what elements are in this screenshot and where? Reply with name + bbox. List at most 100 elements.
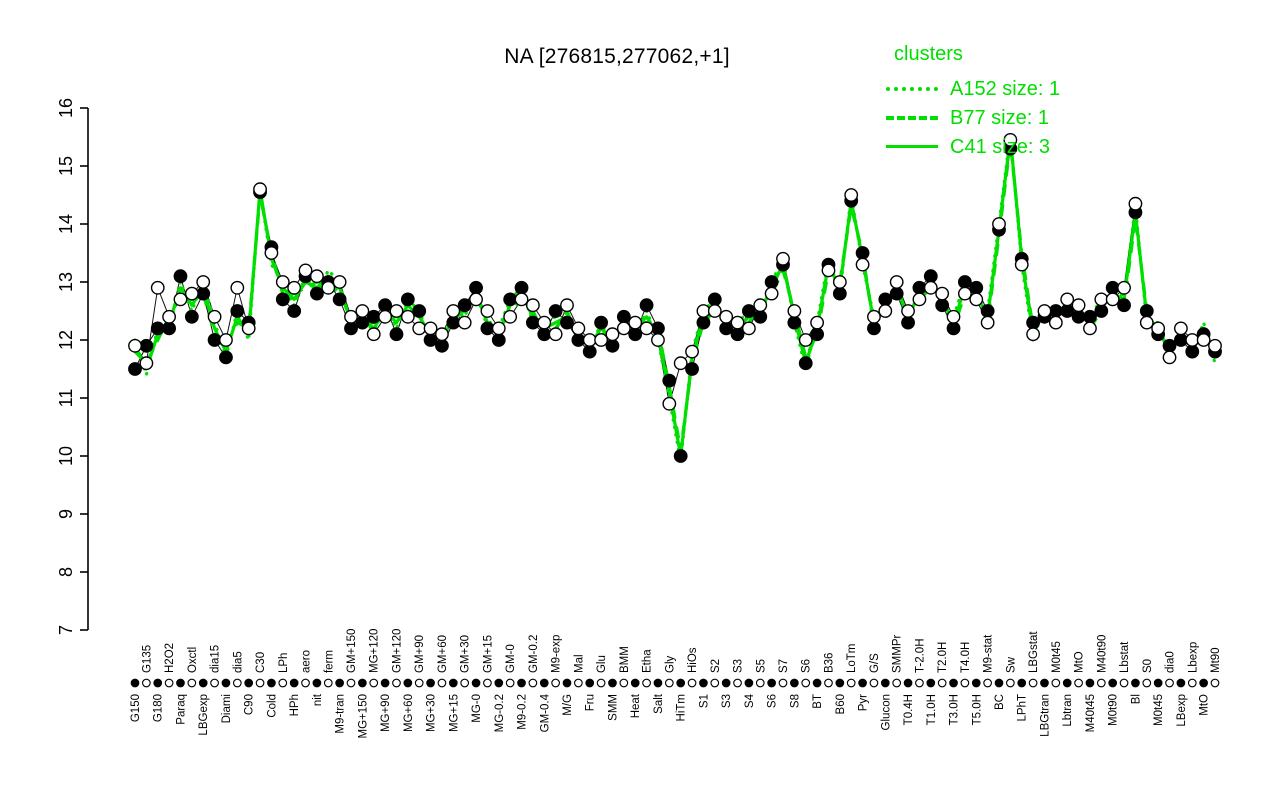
y-tick-label: 9 xyxy=(56,509,76,519)
data-point-filled xyxy=(628,327,643,342)
condition-marker xyxy=(1006,678,1015,688)
x-axis-label: HPh xyxy=(289,694,301,716)
condition-marker xyxy=(312,678,322,688)
data-point-filled xyxy=(150,321,165,336)
data-point-filled xyxy=(730,327,745,342)
data-point-filled xyxy=(867,321,881,336)
data-point-filled xyxy=(855,246,870,260)
x-axis-label: Diami xyxy=(221,694,233,723)
legend-item-b77: B77 size: 1 xyxy=(886,103,1060,132)
data-point-filled xyxy=(355,315,370,330)
condition-marker xyxy=(585,678,595,688)
data-point-open xyxy=(366,327,381,342)
y-tick-label: 11 xyxy=(56,389,76,408)
x-axis-label: T4.0H xyxy=(960,642,972,673)
data-point-filled xyxy=(491,333,506,347)
x-axis-label: LBGtran xyxy=(1039,694,1051,737)
data-point-open xyxy=(548,327,563,342)
data-point-open xyxy=(389,304,404,318)
x-axis-label: S4 xyxy=(744,693,756,708)
data-point-open xyxy=(480,304,495,318)
legend-item-c41: C41 size: 3 xyxy=(886,132,1060,161)
condition-marker xyxy=(1017,678,1027,688)
data-point-open xyxy=(412,321,427,336)
x-axis-label: dia0 xyxy=(1165,651,1177,673)
x-axis-label: MG+15 xyxy=(448,694,460,732)
x-axis-label: MG+150 xyxy=(357,694,369,738)
data-point-filled xyxy=(719,321,734,336)
condition-marker xyxy=(289,678,299,688)
condition-marker xyxy=(801,678,811,688)
condition-marker xyxy=(562,678,572,688)
data-point-open xyxy=(514,292,529,307)
x-axis-label: Lbstat xyxy=(1119,641,1131,673)
data-point-filled xyxy=(889,286,904,301)
y-tick-label: 12 xyxy=(56,330,76,350)
data-point-open xyxy=(219,333,233,347)
x-axis-label: T-2.0H xyxy=(914,638,926,673)
condition-marker xyxy=(1085,678,1095,688)
condition-marker xyxy=(494,678,504,688)
data-point-open xyxy=(287,280,302,295)
data-point-filled xyxy=(764,275,779,289)
data-point-filled xyxy=(707,292,722,307)
x-axis-label: Sw xyxy=(1005,656,1017,673)
data-point-open xyxy=(560,298,574,313)
data-point-open xyxy=(344,309,358,324)
data-point-open xyxy=(196,275,211,289)
x-axis-label: Glu xyxy=(596,655,608,673)
legend-label-c41: C41 size: 3 xyxy=(950,135,1051,158)
data-point-open xyxy=(605,327,620,342)
x-axis-label: dia15 xyxy=(210,645,222,673)
condition-marker xyxy=(960,678,970,688)
x-axis-label: BMM xyxy=(619,646,631,673)
data-point-open xyxy=(1003,132,1018,147)
condition-marker xyxy=(574,678,583,688)
data-point-open xyxy=(423,321,438,336)
y-tick-label: 15 xyxy=(56,156,76,176)
data-point-filled xyxy=(514,280,529,295)
x-axis-label: GM+15 xyxy=(482,635,494,673)
y-axis: 7 8 9 10 11 12 13 14 15 16 xyxy=(56,98,89,635)
data-point-open xyxy=(1139,315,1154,330)
condition-marker xyxy=(767,678,776,688)
condition-marker xyxy=(278,678,288,688)
data-point-filled xyxy=(412,304,427,318)
condition-marker xyxy=(244,678,254,688)
data-point-open xyxy=(275,275,290,289)
data-point-open xyxy=(980,315,995,330)
condition-marker xyxy=(642,678,651,688)
condition-marker xyxy=(858,678,867,688)
condition-marker xyxy=(710,678,720,688)
data-point-filled xyxy=(1048,304,1063,318)
x-axis-label: M0t90 xyxy=(1108,694,1120,726)
y-tick-label: 10 xyxy=(56,446,76,466)
condition-marker xyxy=(653,678,663,688)
data-point-open xyxy=(889,275,904,289)
condition-marker xyxy=(1176,678,1186,688)
data-point-filled xyxy=(980,304,995,318)
data-point-filled xyxy=(957,275,972,289)
data-point-filled xyxy=(423,333,438,347)
data-point-open xyxy=(264,246,279,260)
condition-marker xyxy=(210,678,219,688)
condition-marker xyxy=(596,678,606,688)
x-axis-label: Mt90 xyxy=(1210,647,1222,673)
x-axis-label: S2 xyxy=(710,659,722,673)
condition-marker xyxy=(267,678,276,688)
data-point-open xyxy=(355,304,370,318)
cluster-legend: clusters A152 size: 1 B77 size: 1 C41 si… xyxy=(886,44,1060,161)
condition-marker xyxy=(755,678,765,688)
data-point-open xyxy=(651,333,665,347)
condition-marker xyxy=(1028,678,1038,688)
x-axis-label: M0t45 xyxy=(1153,694,1165,726)
data-point-filled xyxy=(616,309,631,324)
data-point-open xyxy=(1105,292,1120,307)
condition-marker xyxy=(676,678,686,688)
data-point-filled xyxy=(1139,304,1154,318)
condition-marker xyxy=(1096,678,1106,688)
x-axis-label: B60 xyxy=(835,694,847,714)
data-point-open xyxy=(207,309,222,324)
condition-marker xyxy=(369,678,379,688)
data-point-open xyxy=(253,182,267,197)
